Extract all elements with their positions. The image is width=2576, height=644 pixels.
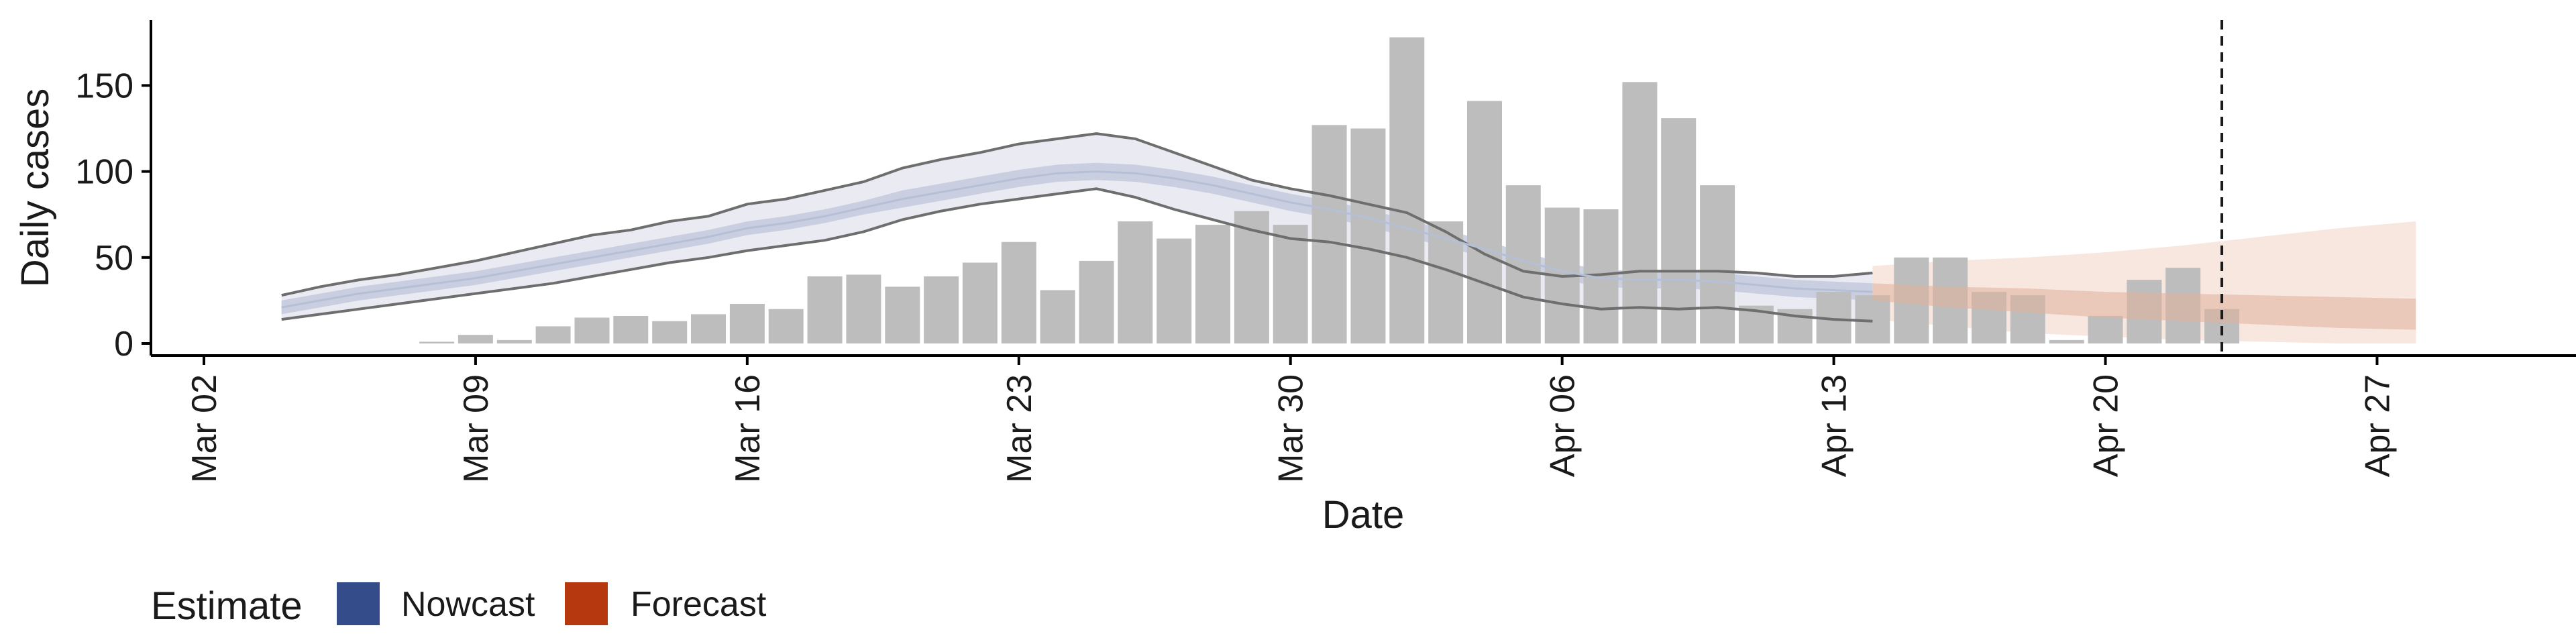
lines-layer <box>281 132 1873 323</box>
bar <box>846 274 881 343</box>
legend-label-forecast: Forecast <box>631 585 767 624</box>
bar <box>574 317 610 343</box>
bar <box>1311 125 1347 343</box>
x-tick-label: Mar 09 <box>457 374 496 483</box>
nowcast-lower-line <box>281 187 1873 323</box>
bar <box>691 314 726 343</box>
bar <box>768 309 804 343</box>
legend: Estimate Nowcast Forecast <box>151 582 767 628</box>
bar <box>1622 82 1658 344</box>
bar <box>1118 221 1153 343</box>
legend-title: Estimate <box>151 584 303 628</box>
bar <box>1273 225 1308 343</box>
bar <box>1661 118 1697 343</box>
y-tick-label: 0 <box>114 325 133 364</box>
x-tick-label: Mar 02 <box>185 374 224 483</box>
ticks-layer: 0 50 100 150 Mar 02 Mar 09 Mar 16 Mar 23 Mar 30 A… <box>75 66 2397 482</box>
bar <box>924 276 959 343</box>
y-tick-label: 50 <box>95 239 133 278</box>
bar <box>2088 316 2123 343</box>
bar <box>1467 101 1502 343</box>
bar <box>1001 241 1036 343</box>
axes-layer <box>150 20 2576 357</box>
bar <box>652 321 688 343</box>
bar <box>807 276 843 343</box>
y-axis-title: Daily cases <box>13 89 57 288</box>
x-tick-label: Mar 30 <box>1272 374 1311 483</box>
bar <box>496 339 532 343</box>
overlay-layer <box>1872 20 2416 356</box>
legend-swatch-forecast <box>565 582 608 625</box>
bar <box>962 262 998 343</box>
bar <box>613 316 649 343</box>
bar <box>2049 339 2084 343</box>
nowcast-upper-line <box>281 132 1873 297</box>
forecast-band-50 <box>1872 283 2416 330</box>
x-tick-label: Apr 06 <box>1544 374 1582 477</box>
bar <box>1350 128 1386 343</box>
x-axis-title: Date <box>1322 493 1405 537</box>
bar <box>1195 225 1230 343</box>
bar <box>1079 260 1114 343</box>
bar <box>885 286 920 343</box>
x-tick-label: Apr 20 <box>2087 374 2126 477</box>
bar <box>419 341 455 343</box>
bar <box>1700 185 1735 343</box>
y-tick-label: 100 <box>75 153 133 192</box>
x-tick-label: Mar 16 <box>729 374 767 483</box>
y-tick-label: 150 <box>75 66 133 105</box>
x-tick-label: Apr 13 <box>1815 374 1854 477</box>
bar <box>535 326 571 343</box>
bar <box>458 335 493 343</box>
x-tick-label: Mar 23 <box>1000 374 1039 483</box>
bar <box>729 304 765 343</box>
legend-label-nowcast: Nowcast <box>401 585 535 624</box>
bar <box>1389 37 1425 343</box>
bar <box>1040 290 1075 343</box>
legend-swatch-nowcast <box>337 582 380 625</box>
bar <box>1157 238 1192 343</box>
nowcast-median-line <box>281 170 1873 309</box>
x-tick-label: Apr 27 <box>2359 374 2398 477</box>
